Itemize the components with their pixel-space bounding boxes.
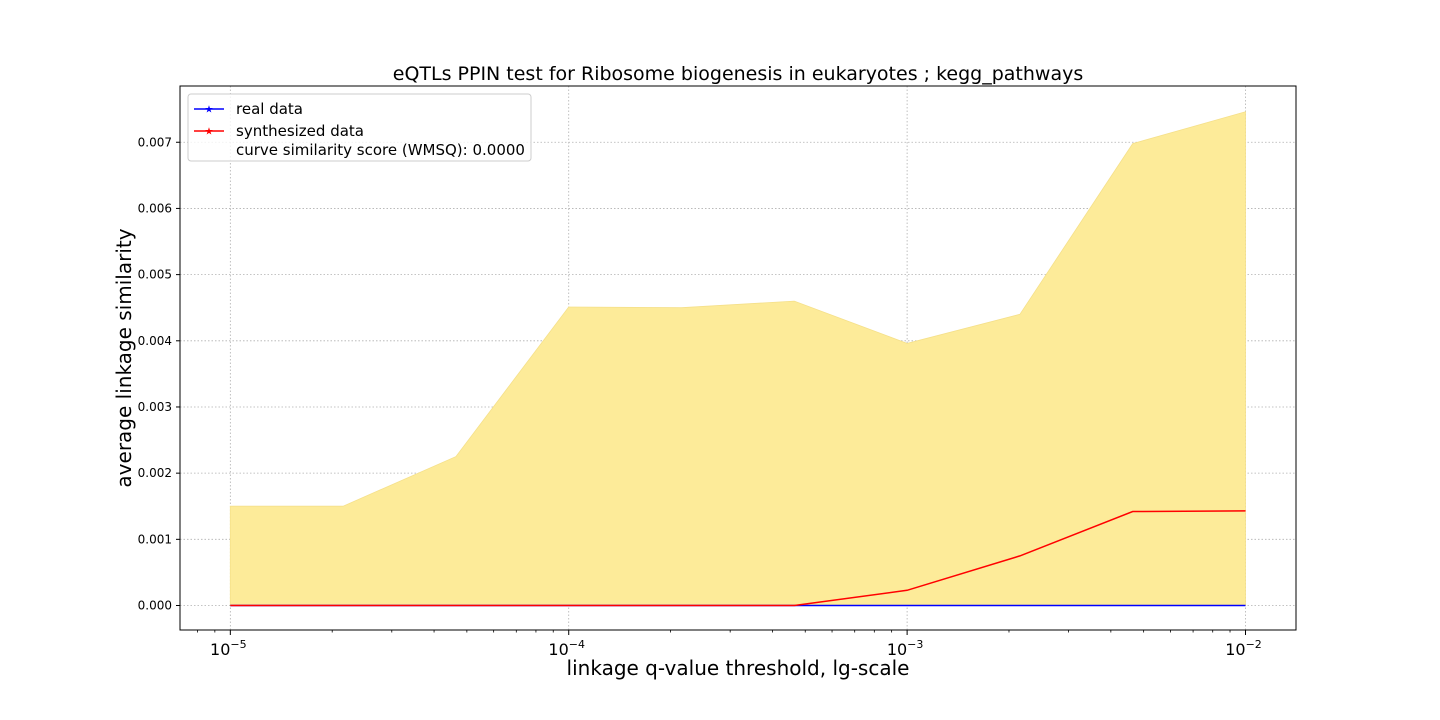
series-line-1 — [230, 510, 1246, 607]
data-layer — [229, 111, 1246, 607]
legend-label-1: synthesized data — [236, 122, 364, 140]
y-tick-label-3: 0.003 — [138, 400, 172, 414]
x-tick-label-1: 10−4 — [548, 638, 585, 659]
y-tick-label-5: 0.005 — [138, 268, 172, 282]
x-axis-label: linkage q-value threshold, lg-scale — [567, 656, 910, 680]
legend-label-0: real data — [236, 100, 303, 118]
x-tick-label-2: 10−3 — [887, 638, 924, 659]
chart-title: eQTLs PPIN test for Ribosome biogenesis … — [393, 63, 1084, 85]
x-tick-label-0: 10−5 — [210, 638, 247, 659]
legend-marker-1: ★ — [205, 127, 214, 138]
y-tick-label-0: 0.000 — [138, 599, 172, 613]
y-tick-label-1: 0.001 — [138, 532, 172, 546]
y-tick-label-4: 0.004 — [138, 334, 172, 348]
y-tick-label-7: 0.007 — [138, 135, 172, 149]
y-tick-label-6: 0.006 — [138, 201, 172, 215]
legend-box — [187, 93, 532, 162]
x-tick-label-3: 10−2 — [1225, 638, 1262, 659]
legend-extra-label-1: curve similarity score (WMSQ): 0.0000 — [236, 141, 525, 159]
axis-ticks: 0.000 0.001 0.002 0.003 0.004 0.005 0.006 0.007… — [138, 135, 1262, 659]
legend-marker-0: ★ — [205, 105, 214, 116]
y-tick-label-2: 0.002 — [138, 466, 172, 480]
plot-frame — [179, 85, 1297, 631]
y-axis-label: average linkage similarity — [112, 228, 136, 487]
